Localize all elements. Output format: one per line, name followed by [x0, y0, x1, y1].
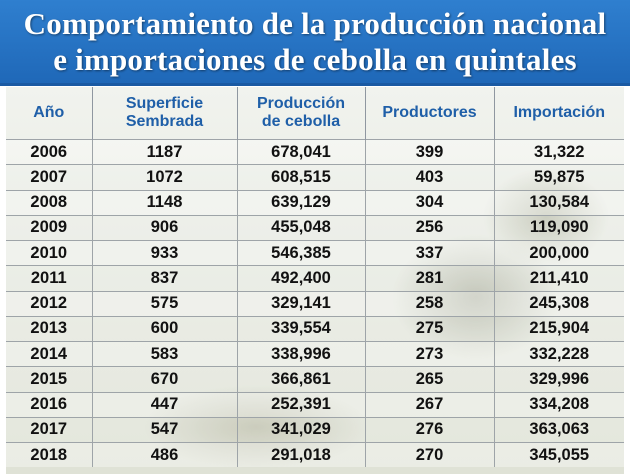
cell-producers: 337 [365, 239, 495, 266]
cell-producers: 399 [365, 138, 495, 165]
table-row: 2006 1187 678,041 399 31,322 [6, 138, 624, 165]
cell-production: 366,861 [237, 366, 366, 392]
title-banner: Comportamiento de la producción nacional… [0, 0, 630, 86]
table-row: 2008 1148 639,129 304 130,584 [6, 189, 624, 216]
cell-imports: 119,090 [494, 214, 624, 241]
cell-producers: 275 [365, 315, 495, 342]
chart-title-line-2: e importaciones de cebolla en quintales [53, 42, 577, 77]
cell-producers: 403 [365, 164, 495, 190]
cell-year: 2010 [6, 239, 93, 266]
header-production: Producción de cebolla [237, 87, 366, 140]
cell-imports: 211,410 [494, 265, 624, 291]
cell-imports: 345,055 [494, 442, 624, 468]
cell-imports: 130,584 [494, 189, 624, 216]
cell-production: 639,129 [237, 189, 366, 216]
cell-imports: 363,063 [494, 416, 624, 443]
table-row: 2016 447 252,391 267 334,208 [6, 391, 624, 418]
cell-year: 2008 [6, 189, 93, 216]
cell-year: 2014 [6, 340, 93, 367]
table-row: 2011 837 492,400 281 211,410 [6, 265, 624, 291]
cell-producers: 304 [365, 189, 495, 216]
cell-production: 678,041 [237, 138, 366, 165]
cell-production: 338,996 [237, 340, 366, 367]
cell-year: 2012 [6, 290, 93, 317]
data-table-container: Año Superficie Sembrada Producción de cebo… [6, 87, 624, 474]
cell-sown-area: 1072 [92, 164, 238, 190]
chart-title-line-1: Comportamiento de la producción nacional [23, 6, 607, 41]
cell-sown-area: 600 [92, 315, 238, 342]
cell-sown-area: 547 [92, 416, 238, 443]
cell-imports: 245,308 [494, 290, 624, 317]
header-year: Año [6, 87, 93, 140]
cell-sown-area: 583 [92, 340, 238, 367]
table-row: 2015 670 366,861 265 329,996 [6, 366, 624, 392]
table-row: 2014 583 338,996 273 332,228 [6, 340, 624, 367]
table-row: 2007 1072 608,515 403 59,875 [6, 164, 624, 190]
cell-sown-area: 933 [92, 239, 238, 266]
header-imports: Importación [513, 104, 606, 121]
table-row: 2010 933 546,385 337 200,000 [6, 239, 624, 266]
cell-producers: 276 [365, 416, 495, 443]
table-header-row: Año Superficie Sembrada Producción de cebo… [6, 87, 624, 140]
cell-imports: 31,322 [494, 138, 624, 165]
cell-producers: 256 [365, 214, 495, 241]
cell-year: 2009 [6, 214, 93, 241]
cell-production: 339,554 [237, 315, 366, 342]
cell-sown-area: 575 [92, 290, 238, 317]
cell-producers: 270 [365, 442, 495, 468]
cell-year: 2013 [6, 315, 93, 342]
cell-year: 2015 [6, 366, 93, 392]
cell-sown-area: 837 [92, 265, 238, 291]
cell-producers: 265 [365, 366, 495, 392]
table-row: 2018 486 291,018 270 345,055 [6, 442, 624, 468]
cell-imports: 59,875 [494, 164, 624, 190]
cell-producers: 273 [365, 340, 495, 367]
cell-year: 2017 [6, 416, 93, 443]
cell-production: 492,400 [237, 265, 366, 291]
cell-sown-area: 906 [92, 214, 238, 241]
table-row: 2009 906 455,048 256 119,090 [6, 214, 624, 241]
cell-imports: 215,904 [494, 315, 624, 342]
cell-production: 455,048 [237, 214, 366, 241]
cell-year: 2007 [6, 164, 93, 190]
cell-sown-area: 1148 [92, 189, 238, 216]
cell-year: 2006 [6, 138, 93, 165]
table-row: 2017 547 341,029 276 363,063 [6, 416, 624, 443]
table-row: 2012 575 329,141 258 245,308 [6, 290, 624, 317]
data-table: Año Superficie Sembrada Producción de cebo… [6, 87, 624, 468]
cell-imports: 334,208 [494, 391, 624, 418]
cell-production: 252,391 [237, 391, 366, 418]
cell-imports: 200,000 [494, 239, 624, 266]
cell-production: 291,018 [237, 442, 366, 468]
cell-year: 2018 [6, 442, 93, 468]
cell-imports: 332,228 [494, 340, 624, 367]
cell-year: 2011 [6, 265, 93, 291]
header-sown-area: Superficie Sembrada [92, 87, 238, 140]
cell-producers: 258 [365, 290, 495, 317]
cell-producers: 281 [365, 265, 495, 291]
cell-production: 546,385 [237, 239, 366, 266]
cell-year: 2016 [6, 391, 93, 418]
cell-sown-area: 670 [92, 366, 238, 392]
cell-sown-area: 447 [92, 391, 238, 418]
cell-sown-area: 1187 [92, 138, 238, 165]
header-producers: Productores [365, 87, 495, 140]
table-row: 2013 600 339,554 275 215,904 [6, 315, 624, 342]
cell-producers: 267 [365, 391, 495, 418]
cell-production: 341,029 [237, 416, 366, 443]
cell-sown-area: 486 [92, 442, 238, 468]
cell-production: 608,515 [237, 164, 366, 190]
cell-production: 329,141 [237, 290, 366, 317]
cell-imports: 329,996 [494, 366, 624, 392]
